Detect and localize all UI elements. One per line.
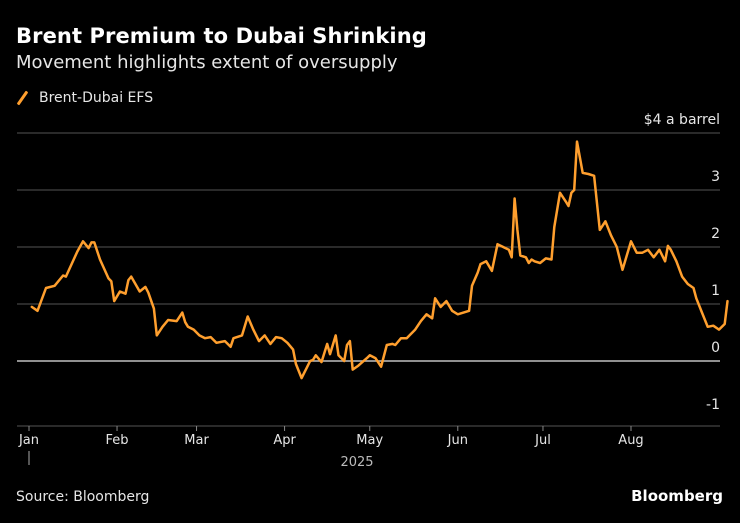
x-tick-label: Jan (18, 433, 39, 448)
bloomberg-logo: Bloomberg (631, 487, 723, 505)
y-tick-label: 2 (711, 226, 720, 242)
chart-subtitle: Movement highlights extent of oversupply (16, 52, 398, 73)
x-tick-label: Aug (618, 433, 643, 448)
gridlines (17, 132, 720, 362)
y-tick-label: 0 (711, 340, 720, 356)
chart-title: Brent Premium to Dubai Shrinking (16, 24, 427, 48)
x-tick-label: May (356, 433, 383, 448)
y-tick-label: $4 a barrel (644, 112, 720, 128)
legend-label: Brent-Dubai EFS (39, 90, 154, 106)
legend: Brent-Dubai EFS (17, 90, 153, 106)
source-note: Source: Bloomberg (16, 489, 150, 505)
x-year-label: 2025 (340, 455, 373, 470)
y-tick-label: 1 (711, 283, 720, 299)
y-axis-labels: -1 0 1 2 3 $4 a barrel (644, 112, 720, 413)
y-tick-label: 3 (711, 169, 720, 185)
x-tick-label: Apr (273, 433, 296, 448)
x-tick-label: Mar (184, 433, 209, 448)
series-group (30, 140, 729, 380)
series-line-brent-dubai-efs (30, 140, 729, 380)
x-tick-label: Jul (534, 433, 551, 448)
x-axis: Jan Feb Mar Apr May Jun Jul Aug 2025 (17, 425, 720, 470)
x-tick-label: Feb (106, 433, 129, 448)
x-tick-label: Jun (447, 433, 468, 448)
y-tick-label: -1 (706, 397, 720, 413)
